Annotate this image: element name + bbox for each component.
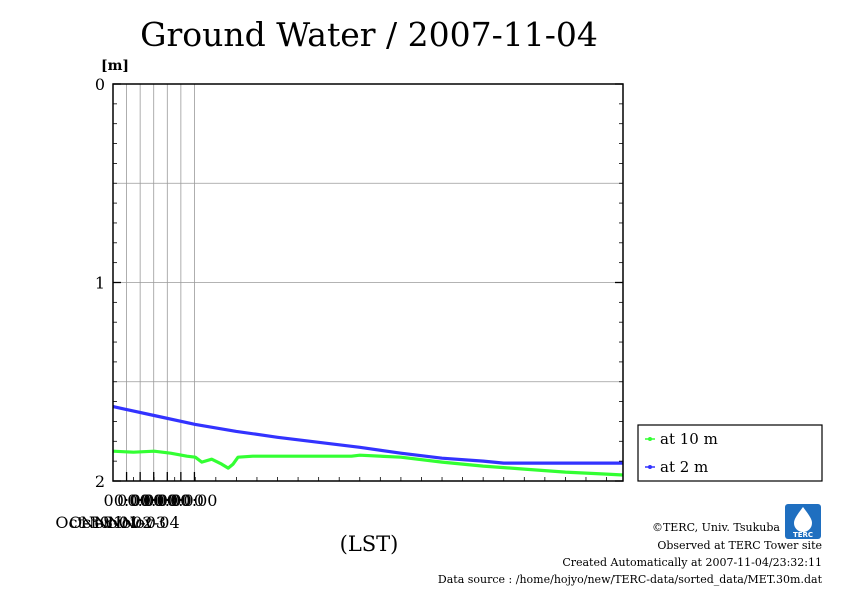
x-tick-date-label: Nov-02: [94, 513, 152, 532]
y-tick-label: 2: [95, 472, 105, 491]
y-axis-unit: [m]: [101, 58, 129, 74]
grid: [113, 84, 623, 481]
x-axis: 00:00 Oct-30 00:00 Oct-31 00:00 Nov-01 00:00 No…: [55, 472, 607, 532]
x-tick-date-label: Nov-04: [121, 513, 179, 532]
chart-title: Ground Water / 2007-11-04: [140, 15, 598, 54]
y-tick-label: 0: [95, 75, 105, 94]
x-axis-label: (LST): [340, 532, 399, 556]
legend-marker: [648, 437, 652, 441]
x-tick-date-label: Nov-01: [80, 513, 138, 532]
x-tick-time-label: 00:00: [144, 491, 190, 510]
x-tick-time-label: 00:00: [117, 491, 163, 510]
legend-marker: [648, 465, 652, 469]
x-tick-time-label: 00:00: [171, 491, 217, 510]
terc-logo-text: TERC: [793, 531, 813, 539]
series-line: [112, 405, 623, 465]
legend: at 10 m at 2 m: [637, 424, 823, 482]
created-text: Created Automatically at 2007-11-04/23:3…: [562, 556, 822, 569]
observed-text: Observed at TERC Tower site: [657, 539, 822, 552]
y-axis: 0 1 2: [95, 75, 623, 491]
legend-label: at 2 m: [660, 458, 708, 476]
copyright-text: ©TERC, Univ. Tsukuba: [652, 521, 780, 534]
terc-logo: TERC: [785, 504, 821, 539]
x-tick-date-label: Oct-31: [69, 513, 123, 532]
x-tick-time-label: 00:00: [131, 491, 177, 510]
legend-box: [637, 424, 823, 482]
x-tick-time-label: 00:00: [104, 491, 150, 510]
y-tick-label: 1: [95, 274, 105, 293]
water-drop-icon: [794, 507, 812, 532]
source-text: Data source : /home/hojyo/new/TERC-data/…: [438, 573, 823, 586]
x-tick-time-label: 00:00: [158, 491, 204, 510]
series-layer: [112, 405, 624, 477]
series-line: [112, 449, 624, 477]
legend-label: at 10 m: [660, 430, 718, 448]
x-tick-date-label: Oct-30: [55, 513, 109, 532]
x-tick-date-label: Nov-03: [108, 513, 166, 532]
